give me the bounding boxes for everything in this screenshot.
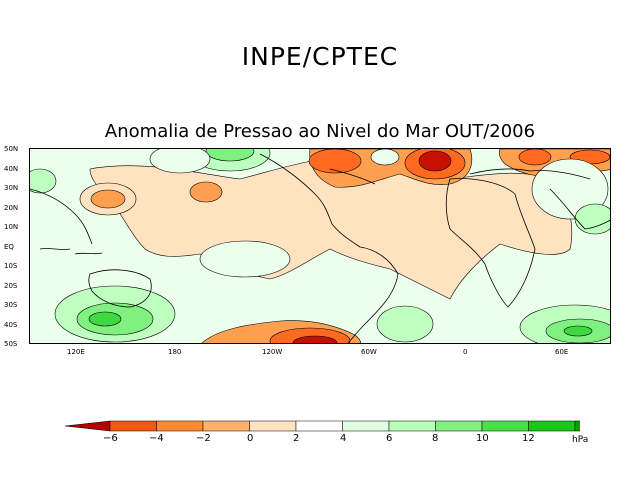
east-asia-coastline [30, 188, 93, 245]
colorbar-segment [388, 420, 436, 432]
colorbar-segments [64, 420, 580, 432]
europe-neg-core [518, 149, 552, 166]
colorbar-tick: −6 [103, 433, 118, 444]
lat-label-40n: 40N [4, 165, 19, 173]
indian-ocean-pos-cell [574, 203, 610, 235]
africa-coastline [445, 178, 536, 308]
lon-label-180: 180 [168, 348, 182, 356]
europe-coastline [469, 168, 591, 180]
australia-coastline [88, 269, 152, 308]
map-subtitle: Anomalia de Pressao ao Nivel do Mar OUT/… [104, 121, 536, 142]
indonesia-coastline [39, 248, 103, 255]
colorbar-segment [156, 420, 204, 432]
colorbar-segment [435, 420, 483, 432]
colorbar-tick: −2 [196, 433, 211, 444]
lat-label-50s: 50S [4, 340, 18, 348]
dateline-neg-cell [189, 181, 223, 203]
greenland-pos-cell [370, 149, 400, 166]
australia-pos-peak [88, 311, 122, 327]
n-america-east-coast [329, 168, 376, 185]
lon-label-0: 0 [463, 348, 468, 356]
s-indian-pos-peak [563, 325, 593, 337]
colorbar [64, 420, 580, 432]
lon-label-60w: 60W [361, 348, 377, 356]
page-title: INPE/CPTEC [241, 42, 399, 71]
colorbar-tick: 2 [293, 433, 300, 444]
s-pacific-neg-peak [292, 335, 338, 343]
asia-pos-region [531, 158, 609, 220]
s-atlantic-pos-cell [376, 305, 434, 343]
nw-pacific-neg-core [90, 189, 126, 209]
asia-pos-cell [30, 168, 57, 194]
central-pacific-weak-pos [199, 240, 291, 278]
lat-label-eq: EQ [4, 243, 14, 251]
anomaly-map-svg [30, 149, 610, 343]
colorbar-tick: 4 [340, 433, 347, 444]
n-america-neg-core [308, 149, 362, 174]
lon-label-120e: 120E [67, 348, 85, 356]
south-asia-coastline [549, 188, 610, 230]
colorbar-tick: −4 [149, 433, 164, 444]
colorbar-segment [342, 420, 390, 432]
colorbar-tick: 10 [476, 433, 489, 444]
lat-label-10n: 10N [4, 223, 19, 231]
lon-label-120w: 120W [262, 348, 283, 356]
lat-label-10s: 10S [4, 262, 18, 270]
colorbar-segment [202, 420, 250, 432]
colorbar-arrow-left [64, 420, 111, 432]
colorbar-tick: 6 [386, 433, 393, 444]
americas-coastline [259, 153, 399, 343]
colorbar-units: hPa [572, 435, 589, 445]
lat-label-20n: 20N [4, 204, 19, 212]
colorbar-tick: 0 [247, 433, 254, 444]
n-atlantic-neg-peak [418, 150, 452, 172]
colorbar-tick: 8 [432, 433, 439, 444]
colorbar-segment [481, 420, 529, 432]
colorbar-tick: 12 [522, 433, 535, 444]
lat-label-40s: 40S [4, 321, 18, 329]
coastlines [30, 153, 610, 343]
anomaly-map [29, 148, 611, 344]
lat-label-30n: 30N [4, 184, 19, 192]
colorbar-segment [574, 420, 580, 432]
lat-label-30s: 30S [4, 301, 18, 309]
colorbar-segment [295, 420, 343, 432]
colorbar-segment [249, 420, 297, 432]
lat-label-20s: 20S [4, 282, 18, 290]
n-pacific-pos-core [205, 149, 255, 162]
n-pacific-weak-pos [149, 149, 211, 174]
colorbar-segment [109, 420, 157, 432]
colorbar-segment [528, 420, 576, 432]
lat-label-50n: 50N [4, 145, 19, 153]
lon-label-60e: 60E [555, 348, 569, 356]
